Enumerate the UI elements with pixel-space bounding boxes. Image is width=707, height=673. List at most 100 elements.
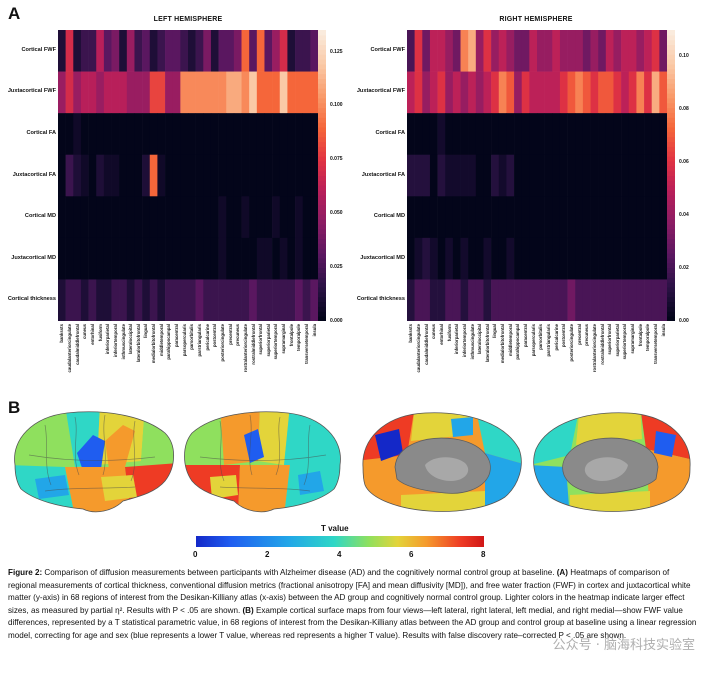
heatmap-cell [241, 196, 250, 239]
heatmap-cell [195, 113, 204, 156]
heatmap-cell [559, 71, 568, 114]
heatmap-cell [559, 30, 568, 72]
heatmap-cell [575, 154, 584, 197]
right-hemisphere-title: RIGHT HEMISPHERE [499, 16, 573, 23]
heatmap-cell [203, 30, 212, 72]
heatmap-cell [302, 237, 311, 280]
heatmap-cell [195, 237, 204, 280]
heatmap-column-label: superiortemporal [273, 324, 279, 360]
heatmap-cell [272, 279, 281, 321]
heatmap-column-label: paracentral [523, 324, 529, 348]
heatmap-cell [636, 196, 645, 239]
left-medial-brain [362, 412, 522, 512]
heatmap-cell [414, 237, 423, 280]
heatmap-column-label: lateraloccipital [477, 324, 483, 355]
heatmap-column-label: caudalmiddlefrontal [423, 324, 429, 365]
colorbar-tick-label: 0.06 [679, 159, 689, 166]
heatmap-cell [233, 71, 242, 114]
colorbar-tick-label: 0.04 [679, 212, 689, 219]
heatmap-cell [203, 113, 212, 156]
heatmap-cell [613, 154, 622, 197]
heatmap-cell [605, 196, 614, 239]
heatmap-cell [521, 30, 530, 72]
heatmap-cell [58, 237, 66, 280]
heatmap-cell [279, 71, 288, 114]
heatmap-cell [88, 279, 97, 321]
heatmap-cell [498, 196, 507, 239]
heatmap-column-label: superiorparietal [614, 324, 620, 357]
heatmap-column-label: precuneus [235, 324, 241, 346]
heatmap-cell [644, 154, 653, 197]
heatmap-cell [529, 237, 538, 280]
heatmap-cell [598, 154, 607, 197]
heatmap-cell [437, 30, 446, 72]
heatmap-cell [157, 30, 166, 72]
heatmap-column-label: insula [311, 324, 317, 337]
heatmap-column-label: lingual [492, 324, 498, 338]
heatmap-cell [590, 237, 599, 280]
heatmap-cell [651, 237, 660, 280]
heatmap-cell [203, 154, 212, 197]
heatmap-column-label: cuneus [82, 324, 88, 340]
heatmap-cell [287, 71, 296, 114]
heatmap-cell [111, 279, 120, 321]
heatmap-cell [165, 237, 174, 280]
heatmap-column-label: frontalpole [637, 324, 643, 347]
heatmap-cell [256, 237, 265, 280]
heatmap-cell [651, 196, 660, 239]
heatmap-cell [521, 71, 530, 114]
heatmap-cell [506, 30, 515, 72]
heatmap-cell [272, 237, 281, 280]
heatmap-cell [498, 71, 507, 114]
heatmap-cell [414, 71, 423, 114]
heatmap-cell [475, 196, 484, 239]
heatmap-cell [88, 196, 97, 239]
heatmap-column-label: caudalanteriorcingulate [415, 324, 421, 373]
heatmap-cell [598, 237, 607, 280]
heatmap-cell [73, 237, 82, 280]
heatmap-cell [126, 237, 135, 280]
heatmap-cell [445, 196, 454, 239]
right-colorbar [667, 30, 675, 321]
heatmap-cell [218, 237, 227, 280]
heatmap-cell [605, 279, 614, 321]
heatmap-cell [422, 71, 431, 114]
heatmap-cell [636, 279, 645, 321]
heatmap-column-label: posteriorcingulate [568, 324, 574, 362]
heatmap-cell [628, 279, 637, 321]
heatmap-cell [468, 71, 477, 114]
heatmap-cell [460, 113, 469, 156]
heatmap-cell [590, 279, 599, 321]
heatmap-cell [414, 30, 423, 72]
heatmap-cell [514, 154, 523, 197]
heatmap-cell [279, 196, 288, 239]
heatmap-cell [73, 113, 82, 156]
heatmap-cell [452, 154, 461, 197]
heatmap-cell [287, 30, 296, 72]
heatmap-cell [295, 279, 304, 321]
heatmap-cell [559, 196, 568, 239]
heatmap-cell [203, 237, 212, 280]
right-lateral-brain [184, 411, 341, 513]
heatmap-cell [575, 113, 584, 156]
heatmap-cell [111, 154, 120, 197]
heatmap-cell [636, 71, 645, 114]
heatmap-cell [142, 113, 151, 156]
heatmap-cell [529, 113, 538, 156]
heatmap-column-label: middletemporal [507, 324, 513, 356]
heatmap-cell [65, 113, 74, 156]
heatmap-column-label: rostralanteriorcingulate [242, 324, 248, 373]
heatmap-column-label: parsorbitalis [538, 324, 544, 350]
heatmap-cell [437, 71, 446, 114]
heatmap-column-label: parsopercularis [181, 324, 187, 357]
heatmap-cell [157, 279, 166, 321]
heatmap-cell [468, 30, 477, 72]
colorbar-tick-label: 0.100 [330, 102, 343, 109]
heatmap-cell [310, 71, 318, 114]
heatmap-cell [96, 30, 105, 72]
heatmap-cell [172, 113, 181, 156]
caption-a-ref: (A) [556, 568, 568, 577]
heatmap-cell [521, 196, 530, 239]
heatmap-cell [582, 30, 591, 72]
heatmap-cell [621, 196, 630, 239]
